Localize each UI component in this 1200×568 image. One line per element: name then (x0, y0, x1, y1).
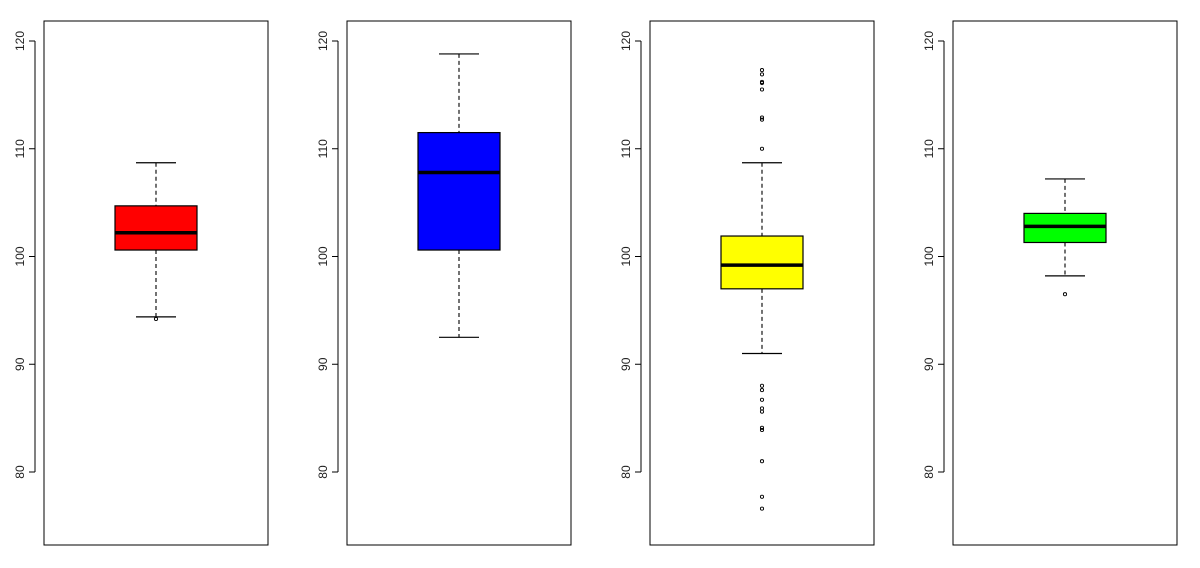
outlier-point (759, 427, 765, 433)
y-tick-label: 120 (922, 31, 936, 51)
outlier-point (759, 383, 765, 388)
outlier-point (759, 425, 765, 430)
y-tick-label: 90 (316, 357, 330, 371)
outlier-point (759, 80, 765, 86)
outlier-point (759, 459, 765, 464)
y-tick-label: 80 (619, 465, 633, 479)
plot-frame (649, 20, 875, 546)
box-panel-4: 80 90 100 110 120 (922, 20, 1178, 546)
box-iqr (720, 235, 804, 290)
outlier-point (759, 397, 765, 402)
plot-frame (43, 20, 269, 546)
y-tick-label: 90 (922, 357, 936, 371)
y-tick-label: 90 (619, 357, 633, 371)
y-tick-label: 120 (13, 31, 27, 51)
outlier-point (759, 87, 765, 92)
box-iqr (417, 131, 501, 251)
y-tick-label: 100 (619, 246, 633, 266)
y-tick-label: 80 (13, 465, 27, 479)
y-tick-label: 100 (13, 246, 27, 266)
outlier-point (759, 115, 765, 120)
y-tick-label: 120 (619, 31, 633, 51)
outlier-point (759, 506, 765, 511)
outlier-point (1062, 292, 1068, 297)
outlier-point (759, 68, 765, 73)
y-tick-label: 110 (619, 139, 633, 158)
box-panel-1: 80 90 100 110 120 (13, 20, 269, 546)
outlier-point (153, 316, 159, 322)
outlier-point (759, 406, 765, 411)
y-tick-label: 120 (316, 31, 330, 51)
outlier-point (759, 146, 765, 151)
outlier-point (759, 494, 765, 499)
outlier-point (759, 388, 765, 393)
plot-frame (952, 20, 1178, 546)
box-iqr (114, 205, 198, 251)
outlier-point (759, 72, 765, 77)
y-tick-label: 80 (316, 465, 330, 479)
y-tick-label: 110 (922, 139, 936, 158)
y-tick-label: 110 (13, 139, 27, 158)
y-tick-label: 100 (316, 246, 330, 266)
box-panel-3: 80 90 100 110 120 (619, 20, 875, 546)
outlier-point (759, 117, 765, 122)
y-tick-label: 80 (922, 465, 936, 479)
outlier-point (759, 409, 765, 414)
y-tick-label: 110 (316, 139, 330, 158)
box-panel-2: 80 90 100 110 120 (316, 20, 572, 546)
plot-frame (346, 20, 572, 546)
y-tick-label: 100 (922, 246, 936, 266)
y-tick-label: 90 (13, 357, 27, 371)
